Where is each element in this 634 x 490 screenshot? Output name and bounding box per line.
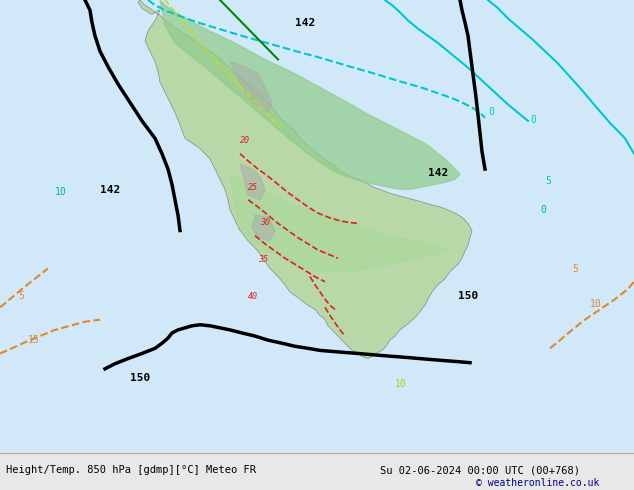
- Text: 10: 10: [55, 187, 67, 196]
- Polygon shape: [230, 61, 272, 113]
- Text: 0: 0: [530, 115, 536, 125]
- Text: 5: 5: [18, 291, 24, 301]
- Text: 5: 5: [572, 264, 578, 273]
- Text: Su 02-06-2024 00:00 UTC (00+768): Su 02-06-2024 00:00 UTC (00+768): [380, 466, 580, 475]
- Text: 25: 25: [248, 183, 258, 192]
- Text: 0: 0: [488, 107, 494, 117]
- Text: 150: 150: [130, 373, 150, 383]
- Text: 15: 15: [28, 335, 40, 345]
- Text: 40: 40: [248, 292, 258, 301]
- Text: 0: 0: [540, 205, 546, 215]
- Text: © weatheronline.co.uk: © weatheronline.co.uk: [476, 478, 599, 488]
- Text: 35: 35: [258, 255, 268, 264]
- Text: 20: 20: [240, 136, 250, 146]
- Text: 142: 142: [428, 168, 448, 178]
- Polygon shape: [230, 174, 448, 272]
- Polygon shape: [240, 164, 265, 200]
- Text: Height/Temp. 850 hPa [gdmp][°C] Meteo FR: Height/Temp. 850 hPa [gdmp][°C] Meteo FR: [6, 466, 256, 475]
- Text: 10: 10: [395, 379, 407, 389]
- Polygon shape: [252, 215, 275, 241]
- Text: 10: 10: [590, 299, 602, 309]
- Text: 30: 30: [260, 219, 270, 227]
- Polygon shape: [160, 0, 460, 190]
- Text: 5: 5: [545, 176, 551, 186]
- Polygon shape: [138, 0, 472, 359]
- Text: 150: 150: [458, 291, 478, 301]
- Text: 142: 142: [295, 18, 315, 27]
- Text: 142: 142: [100, 185, 120, 195]
